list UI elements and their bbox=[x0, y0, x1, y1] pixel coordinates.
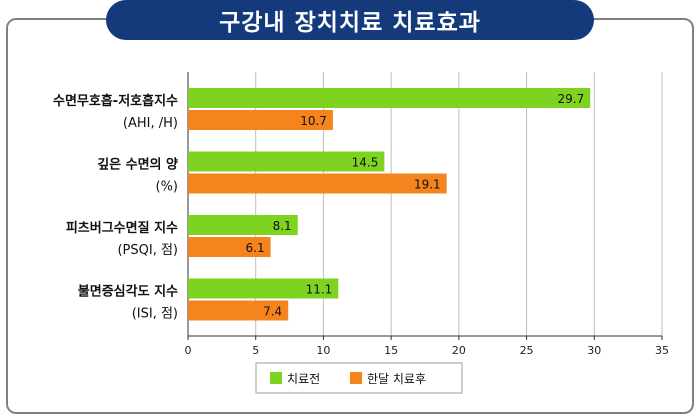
x-tick-label: 5 bbox=[252, 344, 259, 357]
chart-frame bbox=[6, 18, 694, 414]
bar-value-label: 10.7 bbox=[300, 114, 327, 128]
bar bbox=[188, 278, 339, 299]
category-unit-label: (PSQI, 점) bbox=[117, 243, 178, 258]
bar-value-label: 8.1 bbox=[273, 219, 292, 233]
category-unit-label: (ISI, 점) bbox=[132, 307, 178, 322]
bar bbox=[188, 215, 298, 235]
legend-label: 한달 치료후 bbox=[367, 372, 426, 386]
category-label: 피츠버그수면질 지수 bbox=[66, 220, 178, 236]
x-tick-label: 20 bbox=[452, 344, 466, 357]
bar-value-label: 11.1 bbox=[306, 283, 333, 297]
x-tick-label: 30 bbox=[587, 344, 601, 357]
bar bbox=[188, 151, 385, 172]
x-tick-label: 25 bbox=[520, 344, 534, 357]
bar bbox=[188, 173, 447, 194]
bar-value-label: 14.5 bbox=[352, 156, 379, 170]
category-label: 깊은 수면의 양 bbox=[97, 157, 178, 173]
x-tick-label: 10 bbox=[316, 344, 330, 357]
x-tick-label: 15 bbox=[384, 344, 398, 357]
legend-swatch bbox=[270, 372, 282, 384]
category-unit-label: (%) bbox=[156, 180, 179, 195]
x-tick-label: 0 bbox=[185, 344, 192, 357]
category-label: 수면무호흡-저호흡지수 bbox=[53, 93, 178, 109]
legend-label: 치료전 bbox=[287, 372, 320, 386]
bar-value-label: 6.1 bbox=[246, 241, 265, 255]
bar-value-label: 29.7 bbox=[558, 92, 585, 106]
category-unit-label: (AHI, /H) bbox=[123, 116, 178, 131]
category-label: 불면증심각도 지수 bbox=[78, 284, 178, 300]
bar-value-label: 7.4 bbox=[263, 305, 282, 319]
bar bbox=[188, 88, 591, 108]
legend-swatch bbox=[350, 372, 362, 384]
bar-value-label: 19.1 bbox=[414, 178, 441, 192]
bar bbox=[188, 237, 271, 257]
bar bbox=[188, 110, 333, 130]
x-tick-label: 35 bbox=[655, 344, 669, 357]
chart-title: 구강내 장치치료 치료효과 bbox=[106, 0, 594, 40]
bar bbox=[188, 300, 289, 321]
